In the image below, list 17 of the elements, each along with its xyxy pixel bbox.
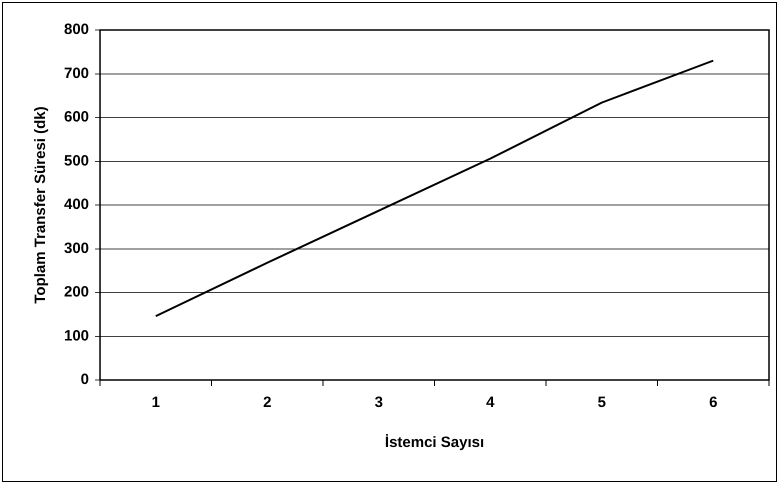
x-axis-title: İstemci Sayısı — [384, 434, 484, 452]
x-tick-label: 4 — [486, 394, 496, 412]
y-tick-label: 200 — [64, 284, 90, 301]
y-tick-label: 600 — [64, 108, 90, 126]
y-tick-label: 300 — [64, 240, 90, 257]
y-axis-title: Toplam Transfer Süresi (dk) — [32, 106, 50, 304]
y-tick-label: 0 — [80, 371, 90, 388]
y-tick-label: 400 — [64, 196, 90, 214]
x-tick-label: 6 — [709, 394, 718, 412]
y-tick-label: 800 — [64, 21, 90, 38]
x-tick-label: 5 — [598, 394, 606, 412]
y-tick-label: 700 — [64, 64, 90, 82]
y-tick-label: 500 — [64, 152, 90, 170]
y-tick-label: 100 — [64, 327, 90, 344]
x-tick-label: 3 — [374, 394, 383, 412]
x-tick-label: 2 — [263, 394, 272, 412]
x-tick-label: 1 — [152, 394, 160, 412]
